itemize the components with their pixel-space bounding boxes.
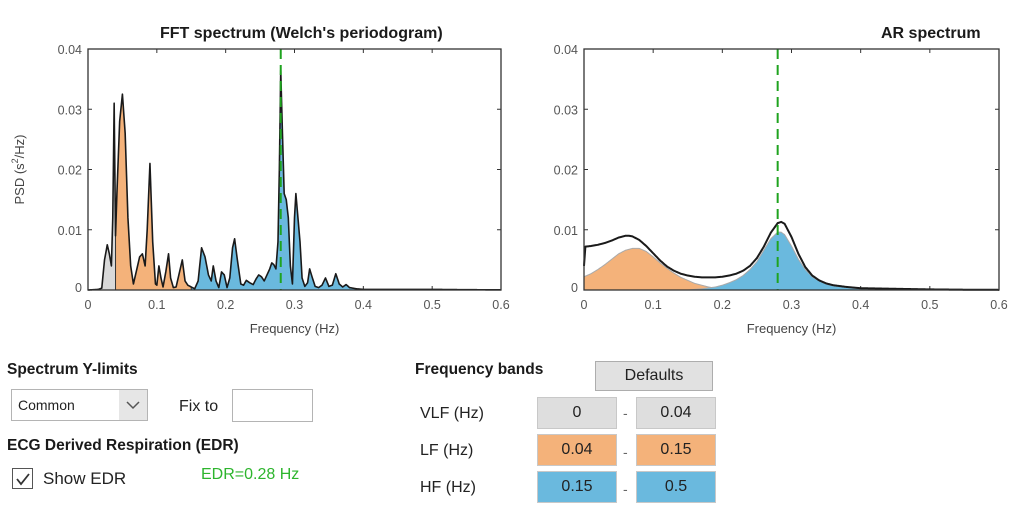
lf-label: LF (Hz) — [420, 442, 474, 459]
show-edr-checkbox[interactable] — [12, 468, 33, 489]
y-tick-label: 0.02 — [554, 164, 578, 178]
x-tick-label: 0.2 — [714, 298, 731, 312]
y-tick-label: 0.04 — [58, 43, 82, 57]
x-tick-label: 0.3 — [783, 298, 800, 312]
frequency-bands-title: Frequency bands — [415, 361, 544, 378]
y-tick-label: 0 — [75, 281, 82, 295]
x-tick-label: 0.6 — [990, 298, 1007, 312]
y-tick-label: 0.03 — [58, 103, 82, 117]
hf-low-input[interactable]: 0.15 — [537, 471, 617, 503]
fix-to-label: Fix to — [179, 398, 219, 415]
axes-frame — [87, 48, 502, 291]
y-tick-label: 0.02 — [58, 164, 82, 178]
x-tick-label: 0.3 — [286, 298, 303, 312]
x-tick-label: 0.6 — [492, 298, 509, 312]
x-tick-label: 0.4 — [355, 298, 372, 312]
y-axis-label-tail: /Hz) — [12, 134, 27, 158]
hf-label: HF (Hz) — [420, 479, 476, 496]
vlf-high-input[interactable]: 0.04 — [636, 397, 716, 429]
fft-spectrum-chart: 0 0.1 0.2 0.3 0.4 0.5 0.6 0 0.01 0.02 0.03 0.04 Freq… — [10, 43, 510, 336]
y-tick-label: 0.01 — [554, 224, 578, 238]
fft-chart-title: FFT spectrum (Welch's periodogram) — [160, 25, 443, 42]
ylimits-mode-value: Common — [18, 397, 75, 413]
x-axis-label: Frequency (Hz) — [250, 321, 340, 336]
y-tick-label: 0.03 — [554, 103, 578, 117]
x-axis-label: Frequency (Hz) — [747, 321, 837, 336]
fix-to-input[interactable] — [232, 389, 313, 422]
hf-component-area — [687, 231, 930, 291]
axes-frame — [583, 48, 1000, 291]
vlf-label: VLF (Hz) — [420, 405, 484, 422]
x-tick-label: 0.5 — [921, 298, 938, 312]
show-edr-label[interactable]: Show EDR — [43, 469, 127, 488]
lf-high-input[interactable]: 0.15 — [636, 434, 716, 466]
ylimits-section-title: Spectrum Y-limits — [7, 361, 138, 378]
ar-chart-title: AR spectrum — [881, 25, 981, 42]
y-tick-label: 0.04 — [554, 43, 578, 57]
x-tick-label: 0.1 — [148, 298, 165, 312]
hf-high-input[interactable]: 0.5 — [636, 471, 716, 503]
edr-value-text: EDR=0.28 Hz — [201, 466, 300, 483]
lf-low-input[interactable]: 0.04 — [537, 434, 617, 466]
y-axis-label-sup: 2 — [10, 158, 20, 163]
lf-component-area — [583, 247, 737, 291]
hf-separator: - — [623, 481, 628, 497]
vlf-separator: - — [623, 405, 628, 421]
chevron-down-icon[interactable] — [119, 390, 147, 420]
y-axis-label-main: PSD (s — [12, 163, 27, 205]
x-tick-label: 0.4 — [852, 298, 869, 312]
defaults-button[interactable]: Defaults — [595, 361, 713, 391]
ar-spectrum-chart: 0 0.1 0.2 0.3 0.4 0.5 0.6 0 0.01 0.02 0.03 0.04 Freq… — [554, 43, 1008, 336]
x-tick-label: 0.2 — [217, 298, 234, 312]
checkmark-icon — [15, 472, 30, 485]
vlf-band-area — [88, 103, 116, 290]
y-tick-label: 0 — [571, 281, 578, 295]
y-tick-label: 0.01 — [58, 224, 82, 238]
x-tick-label: 0 — [581, 298, 588, 312]
x-tick-label: 0.5 — [423, 298, 440, 312]
vlf-low-input[interactable]: 0 — [537, 397, 617, 429]
lf-separator: - — [623, 444, 628, 460]
x-tick-label: 0 — [85, 298, 92, 312]
edr-section-title: ECG Derived Respiration (EDR) — [7, 437, 239, 454]
ylimits-mode-dropdown[interactable]: Common — [11, 389, 148, 421]
x-tick-label: 0.1 — [644, 298, 661, 312]
y-axis-label: PSD (s2/Hz) — [10, 134, 27, 204]
